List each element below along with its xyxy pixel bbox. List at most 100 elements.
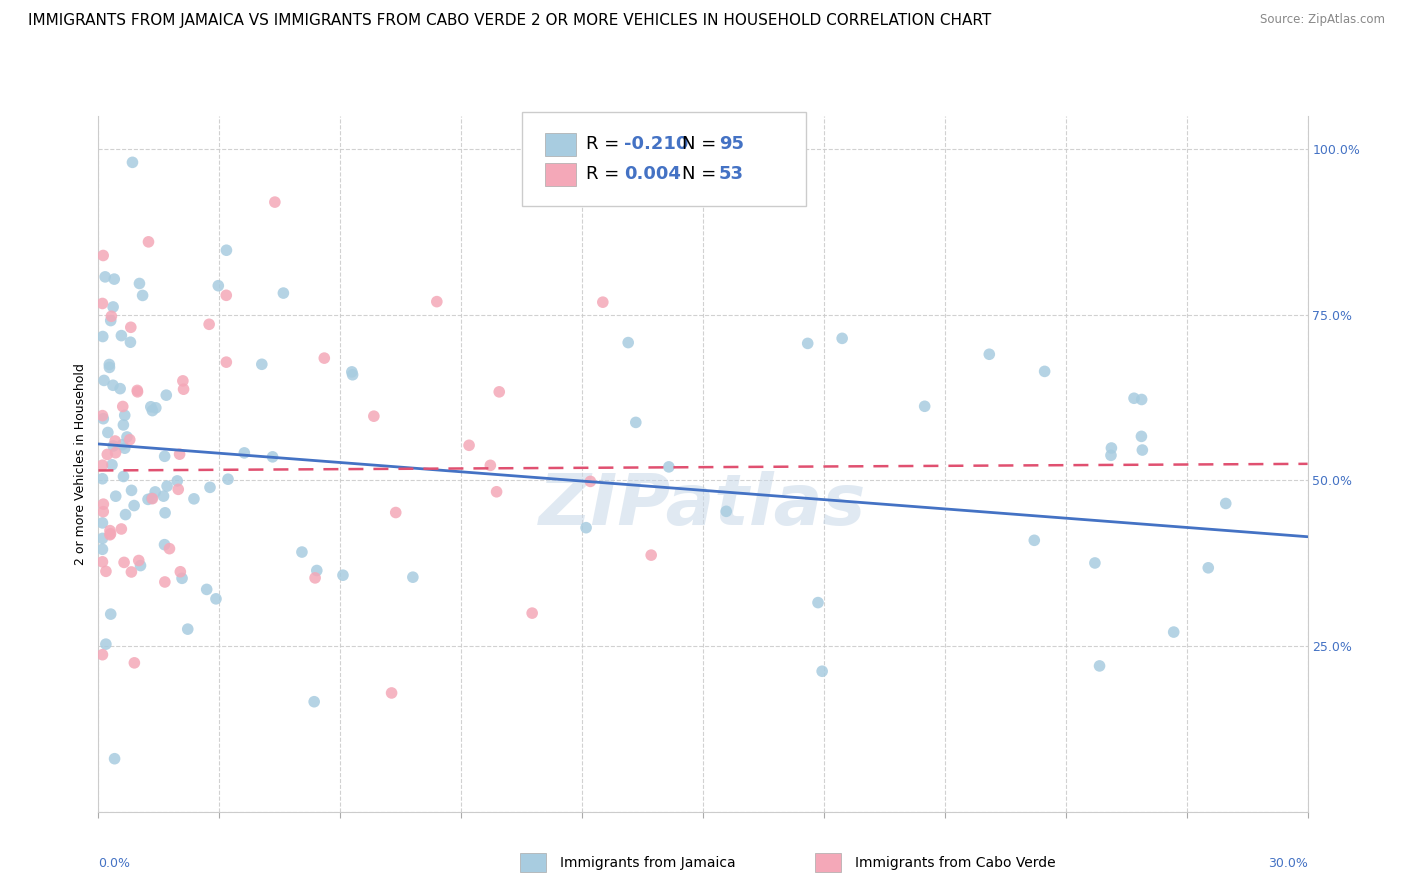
Point — [458, 438, 481, 452]
Point — [94, 564, 117, 578]
Point — [314, 351, 336, 365]
Point — [250, 357, 273, 371]
Point — [128, 553, 150, 567]
Point — [111, 438, 134, 452]
Point — [579, 475, 602, 489]
Point — [91, 296, 114, 310]
Point — [103, 439, 125, 453]
Point — [291, 545, 314, 559]
Point — [305, 564, 328, 578]
Point — [640, 548, 662, 562]
Y-axis label: 2 or more Vehicles in Household: 2 or more Vehicles in Household — [75, 363, 87, 565]
FancyBboxPatch shape — [544, 134, 576, 155]
Point — [198, 480, 221, 494]
Point — [658, 459, 681, 474]
Point — [381, 686, 404, 700]
Point — [205, 591, 228, 606]
Point — [332, 568, 354, 582]
Point — [172, 374, 194, 388]
Point — [617, 335, 640, 350]
Point — [215, 355, 238, 369]
Point — [173, 382, 195, 396]
Point — [183, 491, 205, 506]
Point — [104, 434, 127, 448]
Point — [120, 320, 142, 334]
Point — [1099, 441, 1122, 455]
FancyBboxPatch shape — [522, 112, 806, 206]
Point — [93, 373, 115, 387]
Point — [124, 656, 146, 670]
Point — [141, 491, 163, 506]
Text: ZIPatlas: ZIPatlas — [540, 471, 866, 540]
Point — [263, 195, 285, 210]
Point — [169, 565, 191, 579]
Point — [98, 528, 121, 542]
Point — [111, 400, 134, 414]
Point — [114, 508, 136, 522]
Point — [120, 565, 142, 579]
Point — [97, 425, 120, 440]
Point — [114, 441, 136, 455]
Point — [114, 409, 136, 423]
Point — [104, 489, 127, 503]
Text: Immigrants from Cabo Verde: Immigrants from Cabo Verde — [855, 855, 1056, 870]
Text: Source: ZipAtlas.com: Source: ZipAtlas.com — [1260, 13, 1385, 27]
Point — [1130, 429, 1153, 443]
Point — [100, 313, 122, 327]
Text: 95: 95 — [718, 135, 744, 153]
Point — [1215, 496, 1237, 510]
Point — [91, 648, 114, 662]
Text: N =: N = — [682, 135, 723, 153]
Point — [402, 570, 425, 584]
Point — [153, 506, 176, 520]
Text: -0.210: -0.210 — [624, 135, 689, 153]
Point — [91, 329, 114, 343]
Point — [807, 596, 830, 610]
Point — [198, 318, 221, 332]
Point — [101, 378, 124, 392]
Point — [811, 665, 834, 679]
Point — [115, 430, 138, 444]
Point — [302, 695, 325, 709]
Point — [716, 504, 738, 518]
Point — [1033, 364, 1056, 378]
Point — [979, 347, 1001, 361]
Text: 0.004: 0.004 — [624, 165, 682, 183]
Text: Immigrants from Jamaica: Immigrants from Jamaica — [560, 855, 735, 870]
Point — [93, 497, 115, 511]
Point — [100, 526, 122, 541]
Point — [153, 538, 176, 552]
Point — [91, 516, 114, 530]
Point — [121, 155, 143, 169]
Point — [122, 499, 145, 513]
FancyBboxPatch shape — [544, 163, 576, 186]
Point — [575, 521, 598, 535]
Point — [831, 331, 853, 345]
Point — [103, 752, 125, 766]
Point — [479, 458, 502, 473]
Point — [592, 295, 614, 310]
Point — [91, 472, 114, 486]
Point — [156, 479, 179, 493]
Point — [143, 484, 166, 499]
Text: N =: N = — [682, 165, 723, 183]
Point — [104, 446, 127, 460]
Point — [112, 469, 135, 483]
Point — [159, 541, 181, 556]
Point — [98, 358, 121, 372]
Point — [1197, 561, 1219, 575]
Point — [363, 409, 385, 424]
Point — [1084, 556, 1107, 570]
Point — [101, 300, 124, 314]
Point — [112, 417, 135, 432]
Point — [1088, 659, 1111, 673]
Point — [136, 492, 159, 507]
Point — [139, 400, 162, 414]
Point — [273, 286, 295, 301]
Point — [485, 484, 508, 499]
Point — [384, 506, 406, 520]
Point — [169, 447, 191, 461]
Point — [100, 607, 122, 621]
Point — [1099, 448, 1122, 462]
Point — [167, 483, 190, 497]
